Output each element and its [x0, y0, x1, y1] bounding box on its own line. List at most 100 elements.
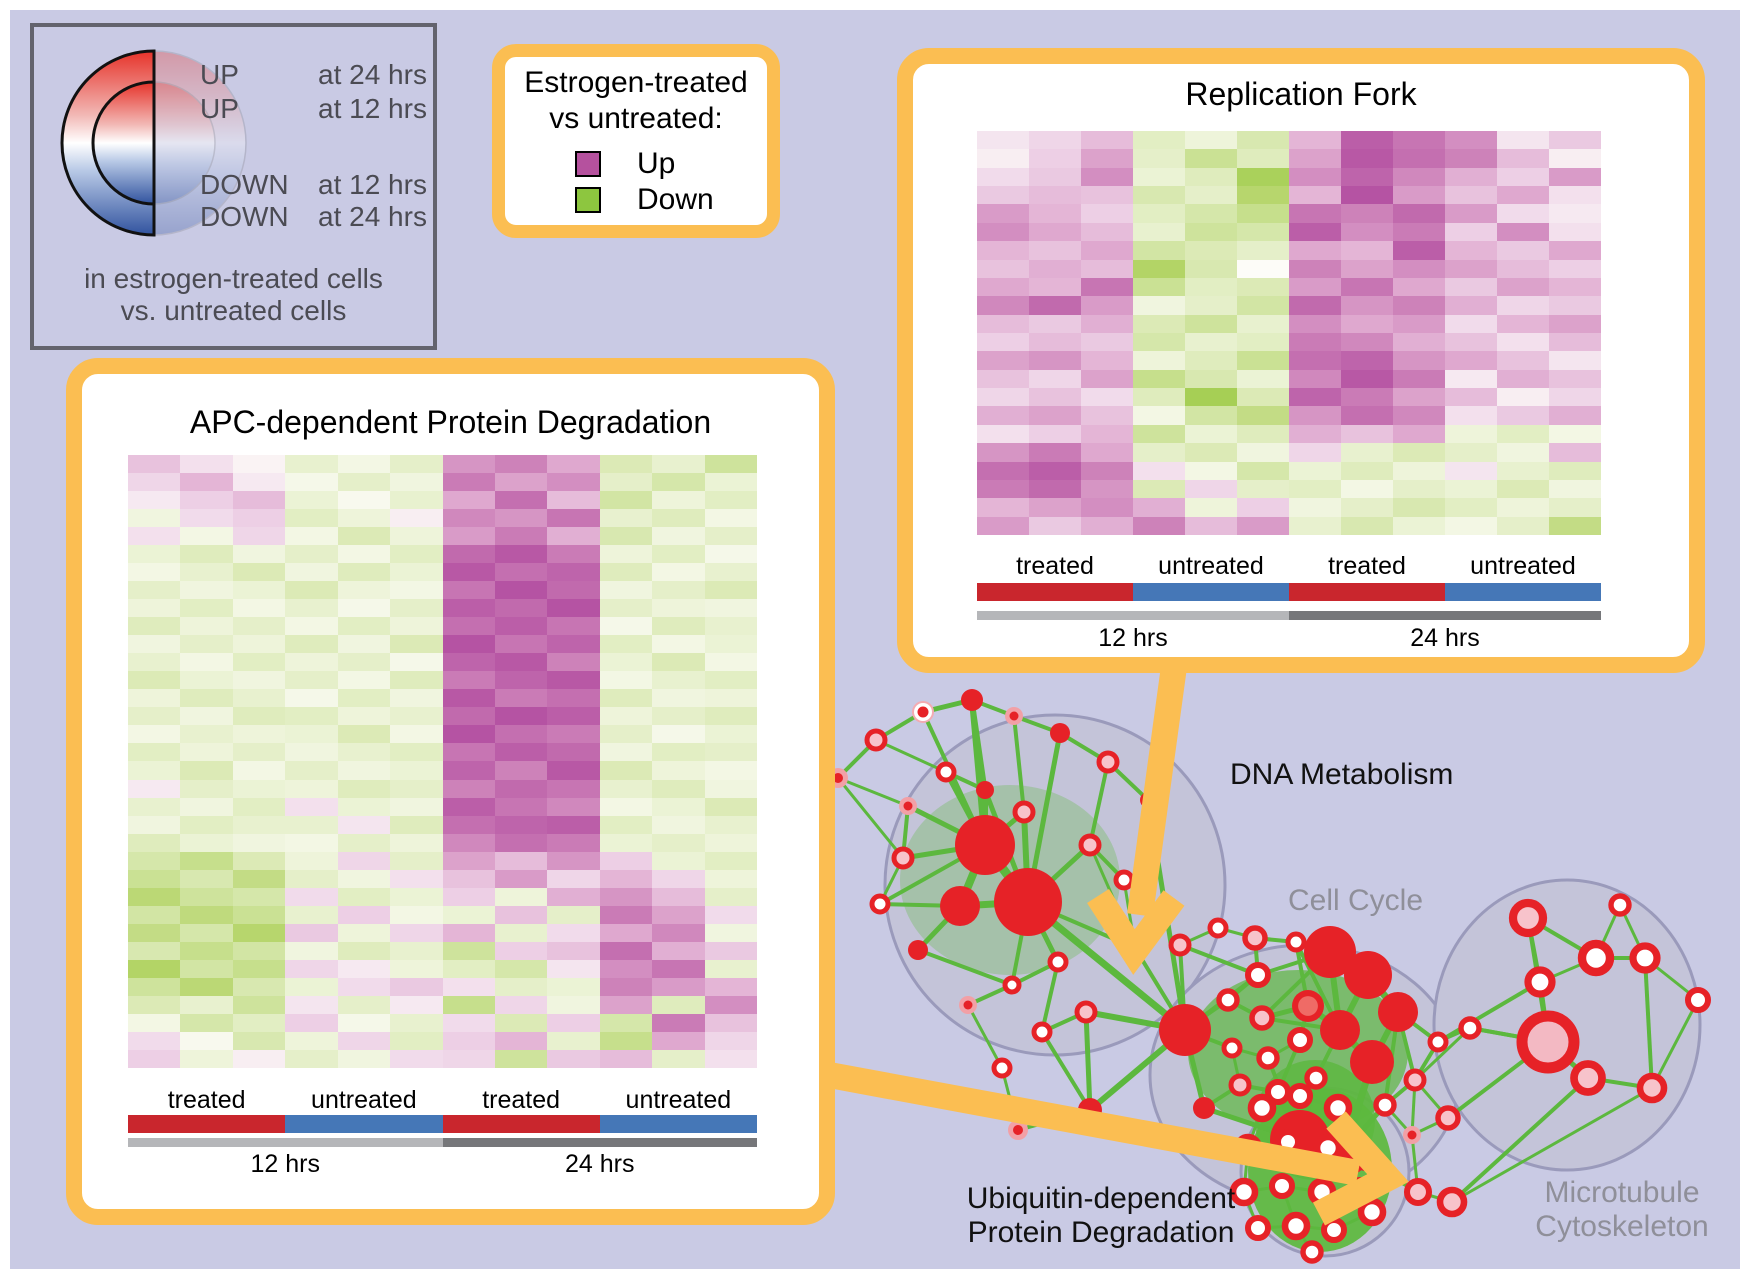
heatmap-cell [599, 707, 653, 726]
heatmap-cell [337, 887, 391, 906]
heatmap-cell [285, 851, 338, 870]
heatmap-cell [1237, 388, 1289, 407]
network-node-pink [1012, 800, 1036, 824]
heatmap-cell [547, 959, 600, 978]
heatmap-cell [232, 599, 286, 618]
heatmap-cell [442, 869, 495, 888]
heatmap-cell [1445, 296, 1497, 315]
heatmap-cell [1393, 204, 1445, 223]
heatmap-cell [128, 635, 181, 654]
time-label: at 24 hrs [318, 201, 427, 232]
heatmap-cell [442, 743, 495, 762]
heatmap-cell [232, 1013, 286, 1032]
heatmap-cell [1549, 241, 1601, 260]
time-label: at 24 hrs [318, 59, 427, 90]
heatmap-cell [1029, 259, 1081, 278]
heatmap-cell [128, 815, 181, 834]
heatmap-cell [1081, 406, 1133, 425]
rf-time-bar [977, 611, 1601, 620]
heatmap-cell [1133, 443, 1185, 462]
apc-panel-title: APC-dependent Protein Degradation [189, 404, 712, 440]
heatmap-cell [1237, 149, 1289, 168]
heatmap-cell [977, 149, 1029, 168]
heatmap-cell [1029, 167, 1081, 187]
heatmap-cell [977, 296, 1029, 315]
heatmap-cell [547, 815, 600, 834]
heatmap-cell [1497, 461, 1549, 480]
heatmap-cell [337, 581, 391, 600]
network-node-pink [1168, 933, 1192, 957]
heatmap-cell [128, 941, 181, 960]
heatmap-cell [547, 905, 600, 924]
heatmap-cell [1081, 498, 1133, 517]
heatmap-cell [1289, 443, 1341, 462]
heatmap-cell [1341, 498, 1393, 517]
heatmap-cell [1029, 149, 1081, 168]
heatmap-cell [1445, 222, 1497, 242]
heatmap-cell [1133, 516, 1185, 535]
network-node-dot-center [963, 1000, 973, 1010]
heatmap-cell [652, 815, 705, 834]
heatmap-cell [1237, 204, 1289, 223]
heatmap-cell [232, 923, 286, 942]
network-node-solid [961, 689, 983, 711]
heatmap-cell [599, 977, 653, 996]
heatmap-cell [1549, 314, 1601, 333]
heatmap-cell [494, 995, 548, 1014]
heatmap-cell [1497, 186, 1549, 205]
heatmap-cell [652, 581, 705, 600]
heatmap-cell [599, 1013, 653, 1032]
heatmap-cell [128, 995, 181, 1014]
heatmap-cell [442, 689, 495, 708]
heatmap-cell [128, 905, 181, 924]
heatmap-cell [1133, 204, 1185, 223]
heatmap-cell [977, 259, 1029, 278]
network-node-soft-center [1298, 996, 1318, 1016]
heatmap-cell [599, 1031, 653, 1050]
heatmap-cell [1237, 131, 1289, 150]
network-node-ring [1245, 1215, 1271, 1241]
heatmap-cell [180, 455, 233, 474]
heatmap-cell [337, 725, 391, 744]
heatmap-cell [547, 599, 600, 618]
heatmap-cell [390, 527, 443, 546]
heatmap-cell [442, 671, 495, 690]
network-edge [966, 1004, 1004, 1069]
heatmap-cell [128, 689, 181, 708]
heatmap-cell [337, 563, 391, 582]
heatmap-cell [494, 761, 548, 780]
heatmap-cell [652, 923, 705, 942]
heatmap-cell [494, 833, 548, 852]
heatmap-cell [180, 707, 233, 726]
heatmap-cell [337, 905, 391, 924]
heatmap-cell [1341, 332, 1393, 352]
heatmap-cell [547, 455, 600, 474]
heatmap-cell [494, 1031, 548, 1050]
heatmap-cell [977, 369, 1029, 389]
heatmap-cell [977, 222, 1029, 242]
heatmap-cell [1393, 167, 1445, 187]
heatmap-cell [285, 743, 338, 762]
network-node-ring [1207, 917, 1229, 939]
heatmap-cell [128, 959, 181, 978]
heatmap-cell [652, 761, 705, 780]
heatmap-cell [390, 833, 443, 852]
heatmap-cell [232, 761, 286, 780]
heatmap-cell [285, 563, 338, 582]
heatmap-cell [442, 1031, 495, 1050]
apc-time-labels: 12 hrs 24 hrs [128, 1150, 757, 1179]
heatmap-cell [180, 581, 233, 600]
heatmap-cell [1133, 388, 1185, 407]
heatmap-cell [285, 797, 338, 816]
network-node-pink [1636, 1072, 1668, 1104]
heatmap-cell [599, 887, 653, 906]
heatmap-cell [1289, 498, 1341, 517]
heatmap-cell [1497, 314, 1549, 333]
ring-legend-caption-line2: vs. untreated cells [120, 295, 347, 326]
heatmap-cell [1341, 351, 1393, 370]
heatmap-cell [1289, 149, 1341, 168]
heatmap-cell [977, 479, 1029, 499]
time-label: 12 hrs [250, 1150, 320, 1178]
heatmap-cell [704, 455, 757, 474]
